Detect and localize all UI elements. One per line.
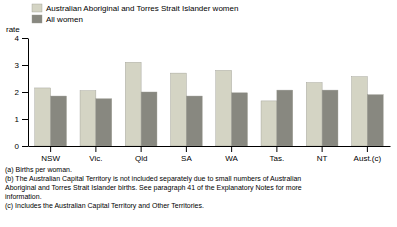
bar [277, 90, 293, 146]
legend-item: Australian Aboriginal and Torres Strait … [32, 4, 238, 13]
legend-label: Australian Aboriginal and Torres Strait … [46, 4, 238, 13]
x-tick-label: SA [181, 154, 192, 163]
bars [35, 62, 383, 146]
legend: Australian Aboriginal and Torres Strait … [32, 4, 238, 24]
y-tick-mark [22, 65, 28, 66]
x-tick-label: Qld [135, 154, 147, 163]
y-tick-mark [22, 146, 28, 147]
y-tick: 0 [15, 142, 28, 151]
x-tick-mark [367, 146, 368, 152]
y-tick: 3 [15, 61, 28, 70]
x-tick-label: Vic. [89, 154, 102, 163]
x-tick-mark [141, 146, 142, 152]
x-tick-mark [276, 146, 277, 152]
y-tick-label: 4 [15, 34, 20, 43]
x-axis: NSW Vic. Qld SA WA Tas. NT Aust.(c) [29, 146, 391, 163]
x-tick-label: Aust.(c) [354, 154, 382, 163]
x-tick-label: NT [317, 154, 328, 163]
x-tick-mark [50, 146, 51, 152]
x-tick: WA [225, 146, 238, 163]
x-tick-label: WA [225, 154, 238, 163]
bar-series [51, 90, 384, 146]
y-tick-label: 0 [15, 142, 20, 151]
x-tick-mark [231, 146, 232, 152]
bar [141, 92, 157, 146]
x-tick: SA [181, 146, 192, 163]
x-axis-line [29, 146, 391, 147]
footnote-line: (a) Births per woman. [5, 166, 72, 174]
bar [186, 96, 202, 146]
y-axis-line [28, 39, 29, 147]
footnote: (a) Births per woman. [5, 166, 72, 174]
y-tick: 2 [15, 88, 28, 97]
y-tick-mark [22, 119, 28, 120]
x-tick: Aust.(c) [354, 146, 382, 163]
footnote-line: Aboriginal and Torres Strait Islander bi… [5, 184, 302, 192]
y-axis-title: rate [6, 25, 20, 34]
x-tick-mark [95, 146, 96, 152]
legend-item: All women [32, 15, 83, 24]
x-tick: Qld [135, 146, 147, 163]
bar [261, 101, 277, 146]
y-tick-mark [22, 92, 28, 93]
y-tick-label: 3 [15, 61, 20, 70]
bar [51, 96, 67, 146]
chart: 0 1 2 3 4 NSW Vic. Qld SA WA Tas. NT Aust.(c) rate Aus… [0, 0, 397, 227]
bar [80, 91, 96, 146]
footnote-line: (c) Includes the Australian Capital Terr… [5, 202, 204, 210]
bar-series [35, 62, 368, 146]
bar [322, 90, 338, 146]
legend-swatch [32, 4, 42, 12]
x-tick: Vic. [89, 146, 102, 163]
bar [352, 77, 368, 146]
y-tick-label: 1 [15, 115, 20, 124]
legend-swatch [32, 15, 42, 23]
x-tick: NSW [41, 146, 60, 163]
footnote-line: information. [5, 193, 42, 200]
bar [125, 62, 141, 146]
y-tick-mark [22, 38, 28, 39]
footnote: (c) Includes the Australian Capital Terr… [5, 202, 204, 210]
y-tick: 4 [15, 34, 28, 43]
bar [216, 70, 232, 146]
y-tick: 1 [15, 115, 28, 124]
x-tick: Tas. [270, 146, 285, 163]
bar [232, 93, 248, 146]
bar [35, 88, 51, 146]
footnotes: (a) Births per woman.(b) The Australian … [5, 166, 302, 210]
x-tick-label: NSW [41, 154, 60, 163]
y-axis: 0 1 2 3 4 [15, 34, 29, 151]
bar [171, 73, 187, 146]
footnote-line: (b) The Australian Capital Territory is … [5, 175, 301, 183]
bar [306, 83, 322, 146]
x-tick-mark [322, 146, 323, 152]
legend-label: All women [46, 15, 83, 24]
x-tick: NT [317, 146, 328, 163]
x-tick-mark [186, 146, 187, 152]
footnote: (b) The Australian Capital Territory is … [5, 175, 302, 200]
x-tick-label: Tas. [270, 154, 285, 163]
bar [367, 95, 383, 146]
bar [96, 99, 112, 146]
y-tick-label: 2 [15, 88, 20, 97]
